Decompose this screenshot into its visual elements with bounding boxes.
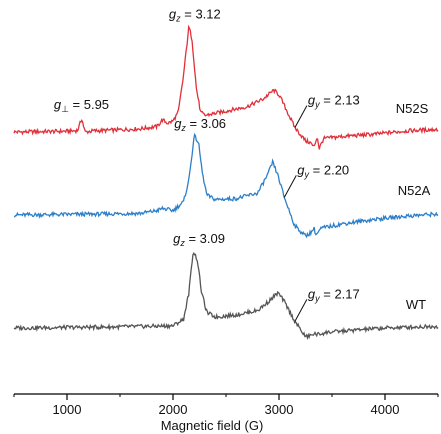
spectrum-wt bbox=[13, 251, 439, 341]
spectrum-n52s bbox=[13, 24, 439, 150]
g-value-annotation: gz = 3.12 bbox=[169, 6, 221, 23]
x-axis-ticks: 1000 2000 3000 4000 bbox=[13, 394, 439, 417]
series-label-n52s: N52S bbox=[396, 101, 429, 116]
g-value-annotation: gy = 2.13 bbox=[308, 93, 360, 110]
g-value-annotation: g⊥ = 5.95 bbox=[54, 97, 109, 114]
x-tick-label: 1000 bbox=[53, 402, 82, 417]
g-value-annotation: gy = 2.17 bbox=[308, 286, 360, 303]
g-value-annotation: gz = 3.06 bbox=[174, 116, 226, 133]
g-value-annotation: gy = 2.20 bbox=[297, 162, 349, 179]
g-value-annotation: gz = 3.09 bbox=[173, 231, 225, 248]
annotation-leader-line bbox=[294, 105, 308, 128]
x-tick-label: 3000 bbox=[265, 402, 294, 417]
series-labels: N52S N52A WT bbox=[396, 101, 431, 312]
x-tick-label: 2000 bbox=[159, 402, 188, 417]
series-label-n52a: N52A bbox=[398, 183, 431, 198]
annotation-leader-line bbox=[283, 175, 297, 198]
spectrum-n52a bbox=[13, 132, 439, 239]
x-tick-label: 4000 bbox=[371, 402, 400, 417]
annotation-leader-line bbox=[294, 299, 308, 322]
series-label-wt: WT bbox=[406, 297, 426, 312]
x-axis-title: Magnetic field (G) bbox=[161, 418, 264, 433]
spectra-traces bbox=[13, 24, 439, 341]
annotations: g⊥ = 5.95 gz = 3.12 gy = 2.13 gz = 3.06 gy =… bbox=[54, 6, 360, 322]
